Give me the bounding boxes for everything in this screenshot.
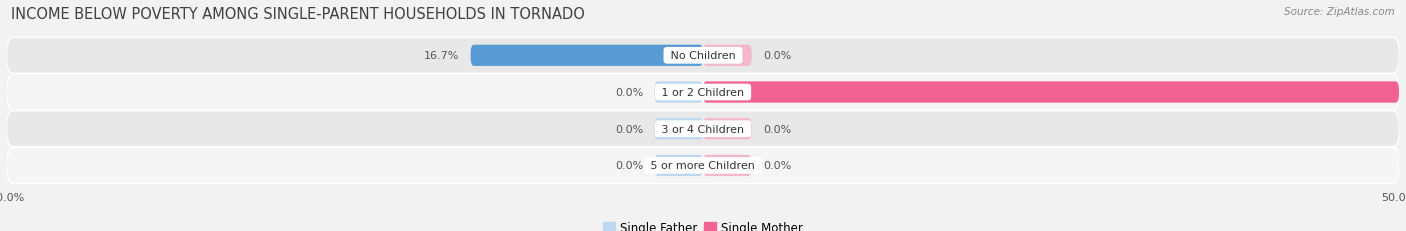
Text: No Children: No Children — [666, 51, 740, 61]
FancyBboxPatch shape — [471, 46, 703, 67]
FancyBboxPatch shape — [703, 46, 752, 67]
Text: 0.0%: 0.0% — [614, 161, 643, 171]
FancyBboxPatch shape — [7, 75, 1399, 110]
FancyBboxPatch shape — [654, 82, 703, 103]
FancyBboxPatch shape — [654, 155, 703, 176]
Text: 0.0%: 0.0% — [763, 124, 792, 134]
Text: 0.0%: 0.0% — [763, 161, 792, 171]
FancyBboxPatch shape — [7, 111, 1399, 147]
FancyBboxPatch shape — [654, 119, 703, 140]
FancyBboxPatch shape — [7, 38, 1399, 74]
Text: INCOME BELOW POVERTY AMONG SINGLE-PARENT HOUSEHOLDS IN TORNADO: INCOME BELOW POVERTY AMONG SINGLE-PARENT… — [11, 7, 585, 22]
Text: 1 or 2 Children: 1 or 2 Children — [658, 88, 748, 97]
Text: 0.0%: 0.0% — [614, 124, 643, 134]
Text: 16.7%: 16.7% — [425, 51, 460, 61]
Legend: Single Father, Single Mother: Single Father, Single Mother — [599, 216, 807, 231]
Text: 5 or more Children: 5 or more Children — [647, 161, 759, 171]
FancyBboxPatch shape — [703, 82, 1399, 103]
Text: Source: ZipAtlas.com: Source: ZipAtlas.com — [1284, 7, 1395, 17]
Text: 0.0%: 0.0% — [614, 88, 643, 97]
Text: 3 or 4 Children: 3 or 4 Children — [658, 124, 748, 134]
FancyBboxPatch shape — [7, 148, 1399, 184]
FancyBboxPatch shape — [703, 155, 752, 176]
Text: 0.0%: 0.0% — [763, 51, 792, 61]
FancyBboxPatch shape — [703, 119, 752, 140]
